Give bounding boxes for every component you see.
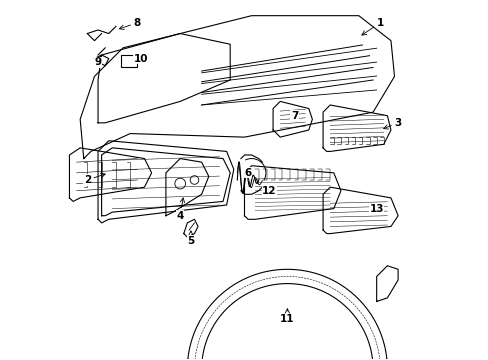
Text: 12: 12 xyxy=(262,186,276,196)
Text: 10: 10 xyxy=(133,54,148,64)
Text: 5: 5 xyxy=(187,231,194,246)
Text: 8: 8 xyxy=(119,18,141,30)
Text: 1: 1 xyxy=(361,18,383,35)
Text: 4: 4 xyxy=(176,198,184,221)
Text: 6: 6 xyxy=(244,168,251,178)
Text: 7: 7 xyxy=(290,111,298,121)
Text: 13: 13 xyxy=(368,203,383,213)
Text: 9: 9 xyxy=(94,56,102,67)
Text: 3: 3 xyxy=(383,118,401,129)
Text: 11: 11 xyxy=(280,309,294,324)
Text: 2: 2 xyxy=(83,173,105,185)
